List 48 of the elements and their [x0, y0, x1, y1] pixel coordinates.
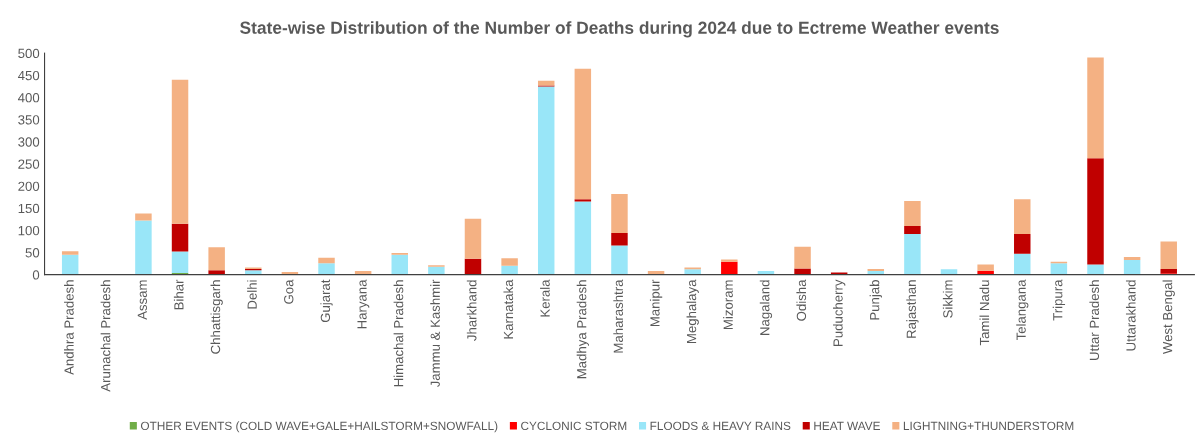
legend-label: HEAT WAVE — [814, 421, 880, 430]
x-tick-label: Sikkim — [942, 280, 953, 318]
x-tick-label: Goa — [284, 279, 294, 304]
x-tick-label: Odisha — [796, 279, 807, 321]
x-tick-label: Uttarakhand — [1125, 280, 1136, 351]
y-tick-label: 350 — [18, 115, 40, 125]
chart-title: State-wise Distribution of the Number of Deaths during 2024 due to Ectreme Weather events — [240, 21, 999, 38]
legend-label: OTHER EVENTS (COLD WAVE+GALE+HAILSTORM+SNOWFALL) — [140, 421, 498, 433]
x-tick-label: Jharkhand — [466, 280, 477, 341]
x-tick-label: Kerala — [540, 279, 550, 317]
x-tick-label: Telangana — [1016, 279, 1029, 341]
y-tick-label: 300 — [18, 137, 40, 147]
y-tick-label: 500 — [18, 48, 40, 59]
y-tick-label: 450 — [17, 70, 40, 81]
x-tick-label: Puducherry — [833, 279, 846, 346]
y-tick-label: 250 — [18, 159, 40, 169]
x-tick-label: Mizoram — [723, 280, 733, 330]
legend-label: LIGHTNING+THUNDERSTORM — [903, 421, 1074, 431]
x-tick-label: Arunachal Pradesh — [100, 280, 111, 392]
x-tick-label: Rajasthan — [906, 280, 919, 338]
x-tick-label: Haryana — [357, 279, 370, 329]
x-tick-label: Bihar — [173, 279, 184, 310]
x-tick-label: Chhattisgarh — [210, 280, 223, 354]
x-tick-label: Madhya Pradesh — [576, 280, 589, 379]
y-tick-label: 400 — [17, 93, 40, 103]
x-tick-label: Delhi — [247, 280, 257, 309]
x-tick-label: Himachal Pradesh — [393, 280, 404, 387]
x-tick-label: Maharashtra — [613, 279, 623, 353]
x-tick-label: Andhra Pradesh — [64, 280, 74, 375]
y-tick-label: 100 — [18, 225, 40, 236]
x-tick-label: West Bengal — [1162, 280, 1175, 355]
x-tick-label: Nagaland — [759, 280, 773, 335]
x-tick-label: Uttar Pradesh — [1089, 280, 1100, 360]
x-tick-label: Tamil Nadu — [979, 280, 990, 346]
x-tick-label: Punjab — [869, 280, 882, 320]
x-tick-label: Tripura — [1052, 279, 1066, 321]
x-tick-label: Gujarat — [320, 279, 333, 323]
y-tick-label: 0 — [32, 270, 40, 280]
legend-label: CYCLONIC STORM — [521, 421, 627, 431]
x-tick-label: Manipur — [649, 279, 663, 327]
x-tick-label: Jammu & Kashmir — [430, 279, 440, 388]
y-tick-label: 50 — [25, 248, 40, 258]
y-tick-label: 200 — [18, 181, 40, 191]
x-tick-label: Assam — [137, 280, 147, 320]
x-tick-label: Karnataka — [503, 279, 514, 339]
y-tick-label: 150 — [18, 203, 40, 214]
x-tick-label: Meghalaya — [686, 279, 699, 343]
legend-label: FLOODS & HEAVY RAINS — [650, 421, 791, 431]
